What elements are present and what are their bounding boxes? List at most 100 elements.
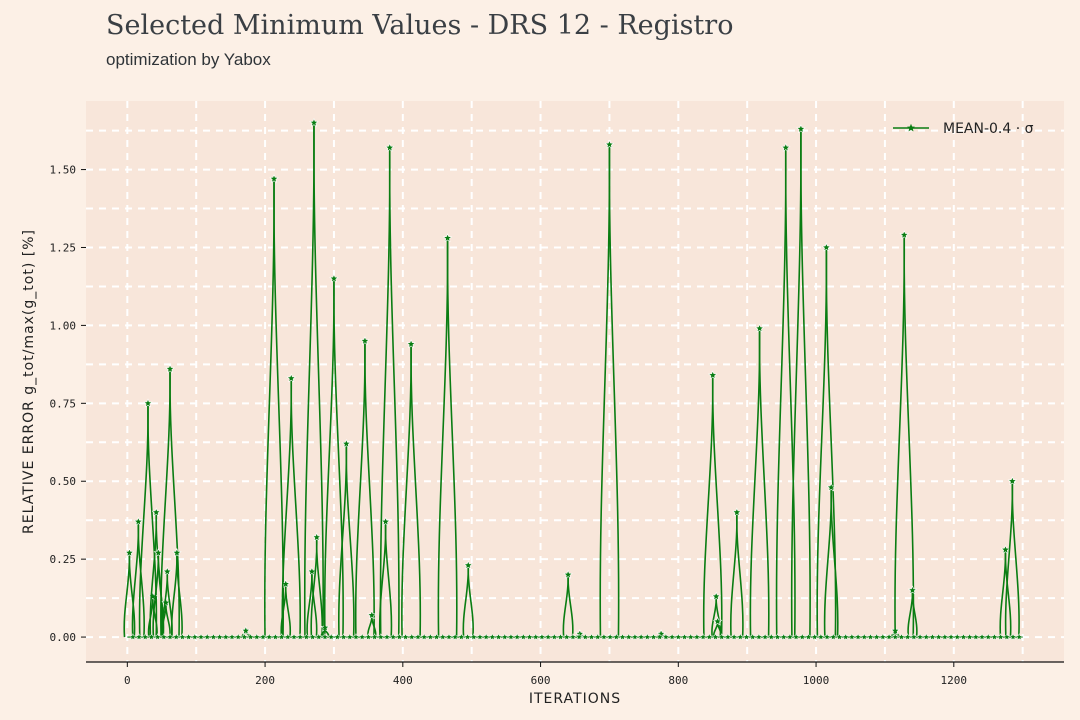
baseline-point-star [810, 633, 819, 641]
baseline-point-star [835, 633, 844, 641]
baseline-point-star [550, 633, 559, 641]
data-point-star [732, 507, 742, 517]
baseline-point-star [246, 633, 255, 641]
x-tick-label: 600 [531, 674, 551, 687]
baseline-point-star [345, 633, 354, 641]
baseline-point-star [500, 633, 509, 641]
baseline-point-star [271, 633, 280, 641]
baseline-point-star [178, 633, 187, 641]
baseline-point-star [829, 633, 838, 641]
baseline-point-star [779, 633, 788, 641]
baseline-point-star [928, 633, 937, 641]
chart-title: Selected Minimum Values - DRS 12 - Regis… [106, 10, 734, 41]
baseline-point-star [755, 633, 763, 641]
baseline-point-star [283, 633, 292, 641]
baseline-point-star [885, 633, 893, 641]
baseline-point-star [277, 633, 286, 641]
y-tick-label: 1.00 [50, 319, 77, 332]
baseline-point-star [482, 633, 491, 641]
baseline-point-star [854, 633, 862, 641]
baseline-point-star [996, 633, 1005, 641]
baseline-point-star [488, 633, 497, 641]
baseline-point-star [228, 633, 236, 641]
y-axis-label: RELATIVE ERROR g_tot/max(g_tot) [%] [21, 229, 37, 534]
data-point-star [821, 242, 832, 252]
data-point-star [754, 323, 765, 333]
baseline-point-star [773, 633, 782, 641]
baseline-point-star [308, 633, 317, 641]
baseline-point-star [947, 633, 955, 641]
series-spike [151, 596, 158, 638]
baseline-point-star [624, 633, 633, 641]
baseline-point-star [389, 633, 398, 641]
data-point-star [907, 585, 918, 595]
baseline-point-star [172, 633, 181, 641]
baseline-point-star [184, 633, 193, 641]
data-point-star [463, 560, 473, 570]
baseline-point-star [296, 633, 305, 641]
baseline-point-star [562, 633, 571, 641]
series-spike [313, 122, 324, 638]
baseline-point-star [668, 633, 676, 641]
series-spike [345, 443, 355, 638]
data-point-star [899, 230, 909, 240]
baseline-point-star [705, 633, 714, 641]
baseline-point-star [302, 633, 311, 641]
data-point-star [781, 142, 791, 152]
baseline-point-star [978, 633, 986, 641]
data-point-star [708, 370, 718, 380]
baseline-point-star [922, 633, 931, 641]
data-point-star [241, 625, 251, 635]
baseline-point-star [252, 633, 261, 641]
x-tick-label: 0 [124, 674, 131, 687]
baseline-point-star [513, 633, 521, 641]
baseline-point-star [903, 633, 912, 641]
y-tick-label: 1.25 [50, 241, 77, 254]
baseline-point-star [327, 633, 336, 641]
series-spike [410, 344, 422, 638]
baseline-point-star [166, 633, 174, 641]
baseline-point-star [438, 633, 447, 641]
baseline-point-star [1015, 633, 1024, 641]
baseline-point-star [711, 633, 720, 641]
baseline-point-star [693, 633, 701, 641]
grid-lines [86, 101, 1064, 662]
data-point-star [286, 373, 296, 383]
baseline-point-star [203, 633, 212, 641]
baseline-point-star [736, 633, 745, 641]
baseline-point-star [618, 633, 627, 641]
baseline-point-star [141, 633, 150, 641]
baseline-point-star [383, 633, 391, 641]
data-point-star [329, 273, 339, 283]
data-point-star [826, 482, 836, 492]
baseline-point-star [215, 633, 224, 641]
data-point-star [162, 566, 173, 576]
baseline-point-star [717, 633, 726, 641]
baseline-point-star [321, 633, 329, 641]
baseline-point-star [953, 633, 962, 641]
x-tick-label: 200 [255, 674, 275, 687]
baseline-point-star [767, 633, 776, 641]
baseline-point-star [519, 633, 528, 641]
baseline-point-star [866, 633, 875, 641]
baseline-point-star [376, 633, 385, 641]
baseline-point-star [848, 633, 856, 641]
data-point-star [172, 547, 182, 557]
y-tick-label: 0.00 [50, 631, 77, 644]
series-spike [784, 147, 796, 638]
data-point-star [406, 339, 416, 349]
y-tick-label: 0.50 [50, 475, 77, 488]
baseline-point-star [860, 633, 869, 641]
baseline-point-star [153, 633, 162, 641]
baseline-point-star [221, 633, 230, 641]
baseline-point-star [476, 633, 484, 641]
data-point-star [360, 335, 370, 346]
baseline-point-star [699, 633, 707, 641]
series-spike [290, 378, 302, 638]
baseline-point-star [333, 633, 342, 641]
baseline-point-star [358, 633, 367, 641]
baseline-point-star [569, 633, 577, 641]
data-point-star [712, 616, 723, 626]
baseline-point-star [934, 633, 943, 641]
